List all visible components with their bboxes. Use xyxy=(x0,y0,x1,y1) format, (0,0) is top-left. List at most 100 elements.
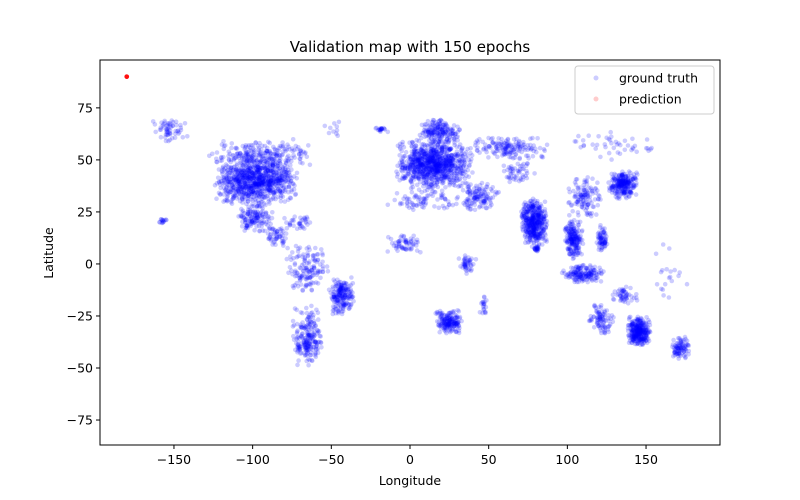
ground-truth-point xyxy=(254,184,259,189)
cluster-caribbean xyxy=(282,214,313,231)
ground-truth-point xyxy=(221,146,227,152)
ground-truth-point xyxy=(263,166,268,171)
ground-truth-point xyxy=(243,153,249,158)
ground-truth-point xyxy=(419,122,425,128)
ground-truth-point xyxy=(594,212,599,217)
ground-truth-point xyxy=(215,175,221,181)
ground-truth-point xyxy=(275,180,281,186)
ground-truth-point xyxy=(524,171,530,176)
ground-truth-point xyxy=(405,168,411,174)
ground-truth-point xyxy=(256,181,262,187)
ground-truth-point xyxy=(254,169,260,175)
cluster-south-america-south xyxy=(290,303,324,368)
ground-truth-point xyxy=(233,145,239,151)
cluster-scandinavia xyxy=(417,117,463,145)
ground-truth-point xyxy=(501,163,507,169)
ground-truth-point xyxy=(281,180,287,185)
ground-truth-point xyxy=(268,177,274,183)
ground-truth-point xyxy=(530,135,535,141)
ground-truth-point xyxy=(336,292,342,297)
ground-truth-point xyxy=(240,173,246,178)
ground-truth-point xyxy=(461,262,467,267)
ground-truth-point xyxy=(263,172,269,177)
ground-truth-point xyxy=(411,202,417,208)
ground-truth-point xyxy=(569,203,574,208)
ground-truth-point xyxy=(519,163,525,168)
ground-truth-point xyxy=(221,175,227,180)
ground-truth-point xyxy=(231,178,236,184)
ground-truth-point xyxy=(220,165,226,171)
ground-truth-point xyxy=(242,185,247,191)
ground-truth-point xyxy=(266,179,272,184)
ground-truth-point xyxy=(220,169,225,175)
ground-truth-point xyxy=(509,144,514,150)
ground-truth-point xyxy=(241,172,246,178)
ground-truth-point xyxy=(260,211,266,217)
ground-truth-point xyxy=(277,159,283,164)
ground-truth-point xyxy=(296,221,302,226)
ground-truth-point xyxy=(245,172,250,177)
ground-truth-point xyxy=(435,311,440,317)
ground-truth-point xyxy=(255,181,261,186)
ground-truth-point xyxy=(308,335,314,341)
ground-truth-point xyxy=(237,168,243,174)
ground-truth-point xyxy=(257,176,263,182)
ground-truth-point xyxy=(259,173,265,178)
ground-truth-point xyxy=(435,130,441,136)
ground-truth-point xyxy=(243,163,248,168)
ground-truth-point xyxy=(277,175,283,180)
ground-truth-point xyxy=(503,150,509,155)
ground-truth-point xyxy=(249,219,255,225)
ground-truth-point xyxy=(573,177,579,182)
ground-truth-point xyxy=(538,202,543,207)
ground-truth-point xyxy=(533,244,539,250)
ground-truth-point xyxy=(251,158,256,164)
ground-truth-point xyxy=(265,231,271,236)
ground-truth-point xyxy=(287,170,292,175)
ground-truth-point xyxy=(236,178,241,184)
ground-truth-point xyxy=(264,156,270,161)
ground-truth-point xyxy=(473,140,479,145)
ground-truth-point xyxy=(324,264,330,269)
ground-truth-point xyxy=(230,192,236,197)
ground-truth-point xyxy=(525,215,530,221)
ground-truth-point xyxy=(522,200,528,205)
ground-truth-point xyxy=(252,182,257,188)
ground-truth-point xyxy=(265,193,271,198)
ground-truth-point xyxy=(320,266,326,272)
ground-truth-point xyxy=(243,184,249,189)
ground-truth-point xyxy=(579,188,584,193)
ground-truth-point xyxy=(288,257,294,263)
ground-truth-point xyxy=(228,165,234,170)
ground-truth-point xyxy=(265,171,270,177)
ground-truth-point xyxy=(248,166,254,171)
ground-truth-point xyxy=(592,197,598,202)
cluster-middle-east xyxy=(460,180,502,213)
ground-truth-point xyxy=(250,180,256,186)
ground-truth-point xyxy=(313,245,318,251)
ground-truth-point xyxy=(257,167,263,173)
ground-truth-point xyxy=(219,168,225,173)
ground-truth-point xyxy=(273,196,278,202)
ground-truth-point xyxy=(291,337,297,343)
cluster-east-africa xyxy=(456,253,479,276)
ground-truth-point xyxy=(249,191,255,197)
ground-truth-point xyxy=(277,188,283,193)
ground-truth-point xyxy=(245,165,251,170)
ground-truth-point xyxy=(260,176,266,182)
ground-truth-point xyxy=(281,169,287,174)
cluster-madagascar xyxy=(477,294,489,316)
ground-truth-point xyxy=(245,188,250,194)
ground-truth-point xyxy=(450,131,456,136)
ground-truth-point xyxy=(315,270,321,276)
ground-truth-point xyxy=(224,190,229,195)
ground-truth-point xyxy=(246,187,252,193)
ground-truth-point xyxy=(212,182,218,188)
ground-truth-point xyxy=(252,181,257,187)
ground-truth-point xyxy=(592,268,597,273)
ground-truth-point xyxy=(272,231,277,236)
ground-truth-point xyxy=(254,168,260,173)
ground-truth-point xyxy=(319,247,324,252)
ground-truth-point xyxy=(283,236,288,241)
ground-truth-point xyxy=(481,147,486,152)
